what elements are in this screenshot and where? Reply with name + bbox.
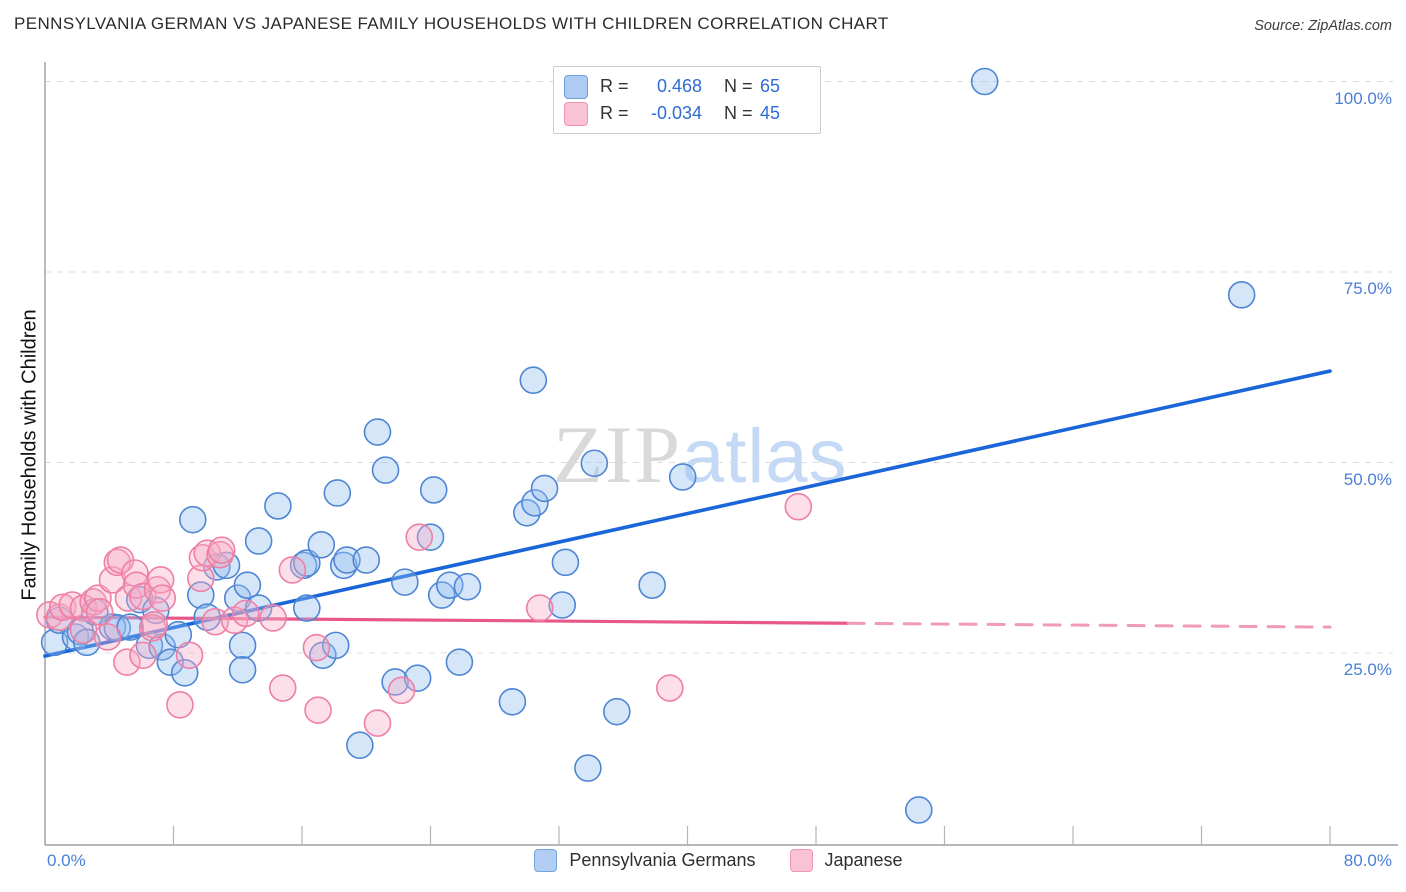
scatter-point-pennsylvania-germans[interactable] xyxy=(264,492,292,520)
r-value: -0.034 xyxy=(650,103,702,123)
scatter-point-pennsylvania-germans[interactable] xyxy=(228,631,257,660)
scatter-point-japanese[interactable] xyxy=(93,623,122,651)
scatter-point-pennsylvania-germans[interactable] xyxy=(668,463,697,491)
scatter-point-pennsylvania-germans[interactable] xyxy=(323,479,352,507)
scatter-point-japanese[interactable] xyxy=(166,691,194,719)
scatter-point-japanese[interactable] xyxy=(148,584,177,612)
scatter-point-japanese[interactable] xyxy=(278,556,307,584)
watermark-zip-text: ZIP xyxy=(553,409,682,500)
scatter-point-japanese[interactable] xyxy=(268,674,297,702)
scatter-point-pennsylvania-germans[interactable] xyxy=(193,603,222,631)
scatter-point-pennsylvania-germans[interactable] xyxy=(346,731,374,760)
scatter-point-pennsylvania-germans[interactable] xyxy=(498,687,527,716)
chart-title: PENNSYLVANIA GERMAN VS JAPANESE FAMILY H… xyxy=(14,14,889,33)
trendline-pennsylvania-germans xyxy=(43,369,1332,658)
scatter-point-pennsylvania-germans[interactable] xyxy=(453,572,482,601)
scatter-point-pennsylvania-germans[interactable] xyxy=(970,67,999,96)
scatter-point-pennsylvania-germans[interactable] xyxy=(416,523,445,551)
scatter-point-pennsylvania-germans[interactable] xyxy=(638,571,666,599)
scatter-point-japanese[interactable] xyxy=(304,696,332,724)
scatter-point-japanese[interactable] xyxy=(259,604,287,632)
scatter-point-pennsylvania-germans[interactable] xyxy=(580,449,609,478)
scatter-point-pennsylvania-germans[interactable] xyxy=(419,476,448,504)
y-tick-label-100: 100.0% xyxy=(1334,88,1392,108)
n-label: N = xyxy=(724,76,753,96)
scatter-point-japanese[interactable] xyxy=(175,641,204,670)
scatter-point-pennsylvania-germans[interactable] xyxy=(445,648,474,676)
scatter-point-japanese[interactable] xyxy=(387,676,416,705)
scatter-point-japanese[interactable] xyxy=(231,599,260,628)
y-tick-label-25: 25.0% xyxy=(1343,660,1392,679)
scatter-point-japanese[interactable] xyxy=(207,536,236,564)
scatter-point-pennsylvania-germans[interactable] xyxy=(187,581,215,609)
scatter-point-pennsylvania-germans[interactable] xyxy=(551,548,580,577)
trendline-japanese xyxy=(43,615,850,625)
blue-series-swatch xyxy=(564,74,588,99)
scatter-point-pennsylvania-germans[interactable] xyxy=(530,474,559,503)
legend-item-pennsylvania-germans[interactable]: Pennsylvania Germans xyxy=(534,849,756,872)
scatter-point-pennsylvania-germans[interactable] xyxy=(363,418,392,446)
y-axis-title: Family Households with Children xyxy=(18,309,41,601)
r-value: 0.468 xyxy=(656,76,702,96)
scatter-point-japanese[interactable] xyxy=(784,492,813,521)
scatter-point-pennsylvania-germans[interactable] xyxy=(603,697,631,726)
r-label: R = xyxy=(600,76,629,96)
scatter-point-pennsylvania-germans[interactable] xyxy=(519,366,548,395)
scatter-point-pennsylvania-germans[interactable] xyxy=(333,546,361,574)
scatter-point-japanese[interactable] xyxy=(405,523,434,551)
series-legend: Pennsylvania Germans Japanese xyxy=(45,849,1392,872)
legend-row-japanese: R = -0.034 N = 45 xyxy=(564,100,810,127)
scatter-point-japanese[interactable] xyxy=(143,575,172,604)
scatter-point-pennsylvania-germans[interactable] xyxy=(521,489,549,517)
scatter-point-pennsylvania-germans[interactable] xyxy=(293,549,321,577)
n-value: 65 xyxy=(760,76,781,96)
scatter-point-pennsylvania-germans[interactable] xyxy=(904,796,933,824)
scatter-point-pennsylvania-germans[interactable] xyxy=(228,655,257,684)
scatter-point-pennsylvania-germans[interactable] xyxy=(244,527,273,555)
scatter-point-pennsylvania-germans[interactable] xyxy=(1227,281,1256,309)
scatter-point-japanese[interactable] xyxy=(140,611,169,639)
trendline-japanese-extension xyxy=(846,621,1332,629)
source-label: Source: ZipAtlas.com xyxy=(1254,18,1392,34)
scatter-point-pennsylvania-germans[interactable] xyxy=(352,546,381,574)
y-tick-label-50: 50.0% xyxy=(1343,469,1392,489)
scatter-point-pennsylvania-germans[interactable] xyxy=(170,659,199,687)
pink-series-swatch xyxy=(564,101,588,126)
scatter-point-pennsylvania-germans[interactable] xyxy=(390,568,419,596)
scatter-point-pennsylvania-germans[interactable] xyxy=(307,530,336,559)
y-tick-label-75: 75.0% xyxy=(1343,279,1392,298)
scatter-point-japanese[interactable] xyxy=(58,591,87,619)
scatter-point-japanese[interactable] xyxy=(656,674,684,702)
n-label: N = xyxy=(724,103,753,123)
x-axis-max-label: 80.0% xyxy=(1343,851,1392,870)
scatter-point-pennsylvania-germans[interactable] xyxy=(293,594,321,622)
scatter-point-japanese[interactable] xyxy=(525,594,554,622)
scatter-point-pennsylvania-germans[interactable] xyxy=(371,456,400,484)
blue-legend-swatch xyxy=(534,849,558,872)
pink-legend-swatch xyxy=(789,849,813,872)
scatter-point-japanese[interactable] xyxy=(48,593,77,622)
scatter-point-pennsylvania-germans[interactable] xyxy=(548,591,577,619)
legend-item-label: Japanese xyxy=(824,850,903,870)
n-value: 45 xyxy=(760,103,781,123)
r-label: R = xyxy=(600,103,629,123)
scatter-point-japanese[interactable] xyxy=(84,584,112,612)
scatter-point-japanese[interactable] xyxy=(302,633,331,662)
scatter-point-japanese[interactable] xyxy=(363,709,392,737)
legend-row-pennsylvania-germans: R = 0.468 N = 65 xyxy=(564,73,810,100)
legend-item-japanese[interactable]: Japanese xyxy=(789,849,903,872)
scatter-point-japanese[interactable] xyxy=(113,648,141,676)
scatter-point-pennsylvania-germans[interactable] xyxy=(233,571,262,599)
scatter-point-japanese[interactable] xyxy=(85,598,114,626)
x-axis-min-label: 0.0% xyxy=(47,851,86,870)
scatter-point-pennsylvania-germans[interactable] xyxy=(574,754,602,782)
correlation-legend-box: R = 0.468 N = 65 R = -0.034 N = 45 xyxy=(553,66,821,134)
scatter-point-pennsylvania-germans[interactable] xyxy=(178,505,207,534)
legend-item-label: Pennsylvania Germans xyxy=(569,850,756,870)
zipatlas-watermark: ZIPatlas xyxy=(553,408,848,502)
scatter-point-japanese[interactable] xyxy=(129,641,157,670)
